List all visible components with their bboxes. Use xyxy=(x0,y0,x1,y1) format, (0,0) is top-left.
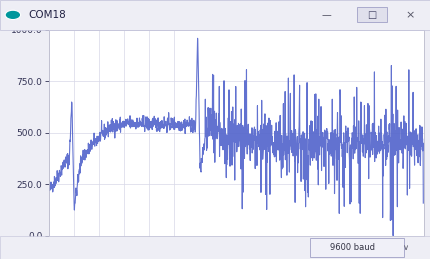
Text: ∨: ∨ xyxy=(403,243,409,252)
Text: □: □ xyxy=(367,10,377,20)
Text: ×: × xyxy=(406,10,415,20)
Text: —: — xyxy=(322,10,332,20)
Text: 9600 baud: 9600 baud xyxy=(330,243,375,252)
Text: COM18: COM18 xyxy=(28,10,66,20)
